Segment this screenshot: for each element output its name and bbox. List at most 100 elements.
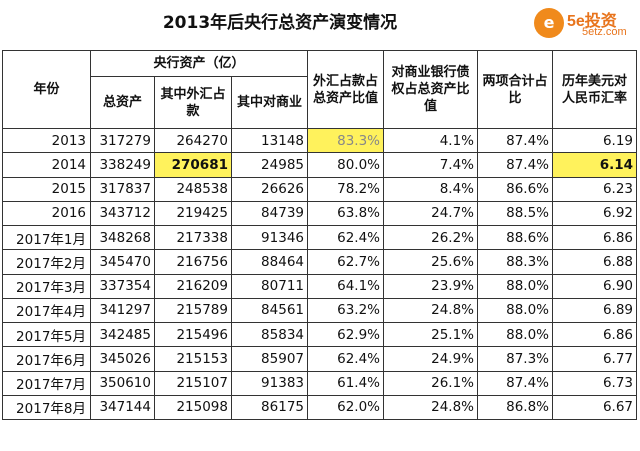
cell-fx-holdings: 215153 — [154, 346, 232, 372]
cell-year: 2017年7月 — [2, 370, 91, 396]
cell-bank-claims-ratio: 23.9% — [383, 273, 478, 299]
cell-fx-holdings: 270681 — [154, 152, 232, 178]
cell-year: 2017年5月 — [2, 321, 91, 348]
cell-year: 2017年1月 — [2, 224, 91, 251]
cell-year: 2017年3月 — [2, 273, 91, 299]
cell-year: 2016 — [2, 200, 91, 227]
cell-total-assets: 343712 — [90, 200, 155, 227]
cell-total-assets: 345026 — [90, 346, 155, 372]
cell-claims-on-banks: 13148 — [231, 127, 308, 154]
cell-fx-holdings: 216209 — [154, 273, 232, 299]
cell-combined-ratio: 86.8% — [477, 394, 553, 421]
cell-usd-cny-rate: 6.86 — [552, 321, 637, 348]
cell-fx-holdings: 264270 — [154, 127, 232, 154]
cell-bank-claims-ratio: 26.2% — [383, 224, 478, 251]
cell-combined-ratio: 88.0% — [477, 273, 553, 299]
table-row: 2017年8月 347144 215098 86175 62.0% 24.8% 86.8% 6… — [2, 394, 637, 421]
cell-year: 2015 — [2, 176, 91, 202]
cell-usd-cny-rate: 6.67 — [552, 394, 637, 421]
cell-bank-claims-ratio: 25.6% — [383, 249, 478, 275]
table-body: 2013 317279 264270 13148 83.3% 4.1% 87.4% 6.19 2… — [2, 127, 637, 421]
cell-total-assets: 345470 — [90, 249, 155, 275]
cell-combined-ratio: 87.4% — [477, 127, 553, 154]
cell-claims-on-banks: 86175 — [231, 394, 308, 421]
cell-combined-ratio: 88.6% — [477, 224, 553, 251]
cell-claims-on-banks: 26626 — [231, 176, 308, 202]
cell-usd-cny-rate: 6.73 — [552, 370, 637, 396]
cell-claims-on-banks: 84561 — [231, 297, 308, 324]
cell-claims-on-banks: 88464 — [231, 249, 308, 275]
cell-usd-cny-rate: 6.19 — [552, 127, 637, 154]
logo-brand-text: 5e投资 — [567, 13, 617, 30]
header-fx-ratio: 外汇占款占总资产比值 — [307, 50, 384, 129]
cell-fx-holdings: 215107 — [154, 370, 232, 396]
header-combined-ratio: 两项合计占比 — [477, 50, 553, 129]
cell-combined-ratio: 88.0% — [477, 321, 553, 348]
cell-bank-claims-ratio: 24.8% — [383, 394, 478, 421]
page-title: 2013年后央行总资产演变情况 — [162, 13, 398, 33]
cell-usd-cny-rate: 6.89 — [552, 297, 637, 324]
cell-total-assets: 338249 — [90, 152, 155, 178]
cell-combined-ratio: 88.3% — [477, 249, 553, 275]
table-row: 2016 343712 219425 84739 63.8% 24.7% 88.5% 6.92 — [2, 200, 637, 227]
cell-combined-ratio: 87.3% — [477, 346, 553, 372]
table-row: 2017年2月 345470 216756 88464 62.7% 25.6% 88.3% 6… — [2, 249, 637, 275]
cell-total-assets: 348268 — [90, 224, 155, 251]
table-row: 2017年4月 341297 215789 84561 63.2% 24.8% 88.0% 6… — [2, 297, 637, 324]
cell-usd-cny-rate: 6.90 — [552, 273, 637, 299]
cell-fx-ratio: 62.7% — [307, 249, 384, 275]
cell-total-assets: 337354 — [90, 273, 155, 299]
cell-fx-ratio: 63.8% — [307, 200, 384, 227]
table-row: 2013 317279 264270 13148 83.3% 4.1% 87.4% 6.19 — [2, 127, 637, 154]
cell-fx-holdings: 215098 — [154, 394, 232, 421]
logo-mark-icon: e — [534, 8, 564, 38]
header-fx-holdings: 其中外汇占款 — [154, 76, 232, 129]
table-row: 2017年6月 345026 215153 85907 62.4% 24.9% 87.3% 6… — [2, 346, 637, 372]
cell-fx-holdings: 217338 — [154, 224, 232, 251]
table-row: 2017年5月 342485 215496 85834 62.9% 25.1% 88.0% 6… — [2, 321, 637, 348]
cell-year: 2014 — [2, 152, 91, 178]
cell-total-assets: 347144 — [90, 394, 155, 421]
cell-year: 2017年8月 — [2, 394, 91, 421]
cell-fx-holdings: 216756 — [154, 249, 232, 275]
table-row: 2015 317837 248538 26626 78.2% 8.4% 86.6% 6.23 — [2, 176, 637, 202]
cell-fx-ratio: 64.1% — [307, 273, 384, 299]
cell-claims-on-banks: 91383 — [231, 370, 308, 396]
cell-fx-ratio: 61.4% — [307, 370, 384, 396]
central-bank-assets-table: 年份 央行资产（亿） 外汇占款占总资产比值 对商业银行债权占总资产比值 两项合计… — [2, 50, 637, 421]
site-logo[interactable]: e 5e投资 5etz.com — [534, 4, 638, 44]
cell-bank-claims-ratio: 8.4% — [383, 176, 478, 202]
cell-total-assets: 350610 — [90, 370, 155, 396]
cell-bank-claims-ratio: 25.1% — [383, 321, 478, 348]
header-total-assets: 总资产 — [90, 76, 155, 129]
cell-claims-on-banks: 80711 — [231, 273, 308, 299]
cell-usd-cny-rate: 6.77 — [552, 346, 637, 372]
cell-bank-claims-ratio: 26.1% — [383, 370, 478, 396]
table-row: 2017年1月 348268 217338 91346 62.4% 26.2% 88.6% 6… — [2, 224, 637, 251]
cell-bank-claims-ratio: 7.4% — [383, 152, 478, 178]
cell-total-assets: 317279 — [90, 127, 155, 154]
cell-fx-ratio: 78.2% — [307, 176, 384, 202]
cell-year: 2017年4月 — [2, 297, 91, 324]
cell-fx-holdings: 215789 — [154, 297, 232, 324]
header-central-bank-assets: 央行资产（亿） — [90, 50, 308, 77]
logo-url-text: 5etz.com — [582, 26, 627, 38]
header-year: 年份 — [2, 50, 91, 129]
cell-claims-on-banks: 91346 — [231, 224, 308, 251]
table-row: 2014 338249 270681 24985 80.0% 7.4% 87.4% 6.14 — [2, 152, 637, 178]
cell-claims-on-banks: 84739 — [231, 200, 308, 227]
cell-fx-holdings: 215496 — [154, 321, 232, 348]
cell-year: 2013 — [2, 127, 91, 154]
cell-bank-claims-ratio: 4.1% — [383, 127, 478, 154]
cell-combined-ratio: 87.4% — [477, 152, 553, 178]
cell-fx-ratio: 62.9% — [307, 321, 384, 348]
cell-combined-ratio: 86.6% — [477, 176, 553, 202]
cell-combined-ratio: 87.4% — [477, 370, 553, 396]
cell-bank-claims-ratio: 24.9% — [383, 346, 478, 372]
cell-fx-holdings: 248538 — [154, 176, 232, 202]
header-bank-claims-ratio: 对商业银行债权占总资产比值 — [383, 50, 478, 129]
cell-fx-holdings: 219425 — [154, 200, 232, 227]
cell-fx-ratio: 62.0% — [307, 394, 384, 421]
table-row: 2017年3月 337354 216209 80711 64.1% 23.9% 88.0% 6… — [2, 273, 637, 299]
cell-bank-claims-ratio: 24.8% — [383, 297, 478, 324]
